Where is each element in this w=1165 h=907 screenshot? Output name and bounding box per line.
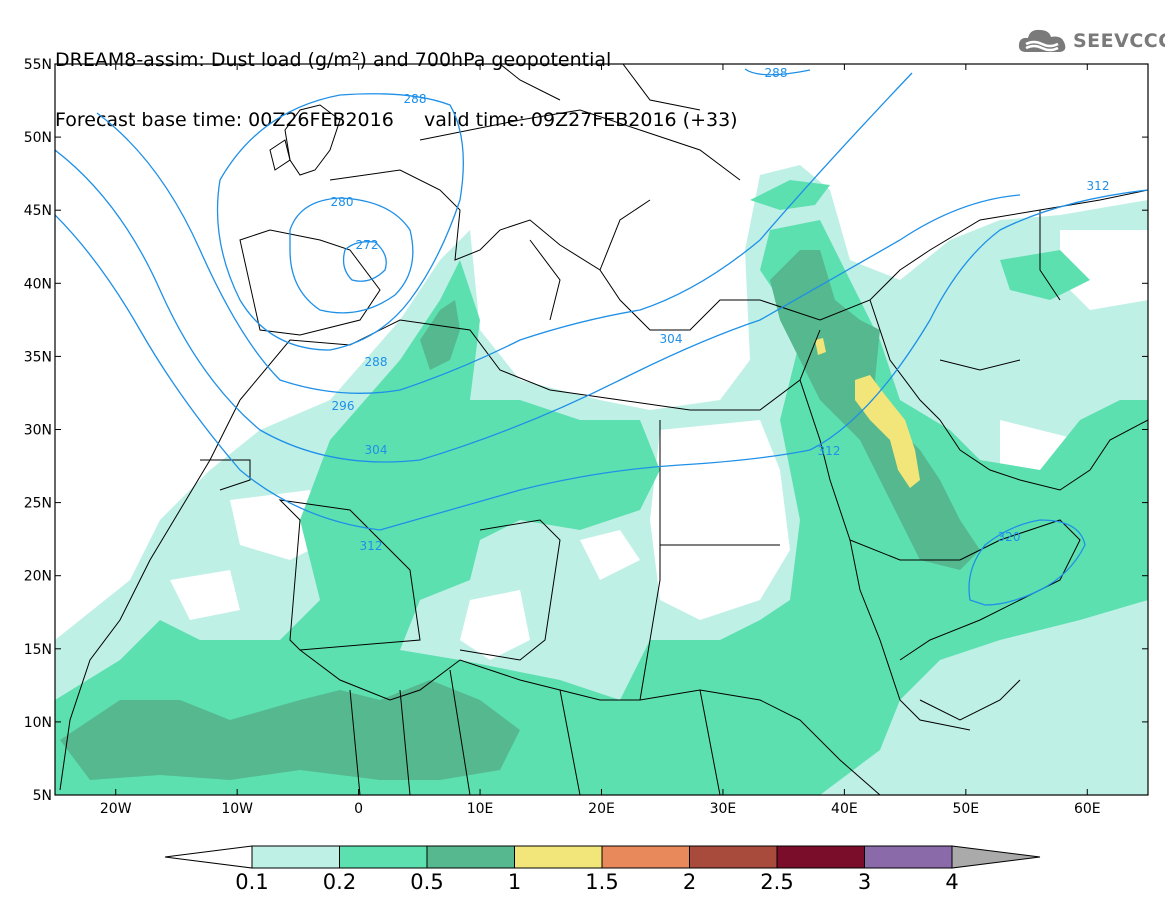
- colorbar-swatch: [776, 845, 865, 869]
- colorbar-swatch: [339, 845, 428, 869]
- colorbar-over-triangle: [951, 845, 1041, 869]
- lat-tick-label: 35N: [24, 349, 52, 365]
- lat-tick-label: 45N: [24, 203, 52, 219]
- lat-tick-label: 50N: [24, 130, 52, 146]
- longitude-labels: 20W 10W 0 10E 20E 30E 40E 50E 60E: [100, 801, 1101, 817]
- axis-ticks: [55, 63, 1148, 796]
- lat-tick-label: 5N: [33, 788, 52, 804]
- lat-tick-label: 30N: [24, 423, 52, 439]
- lon-tick-label: 20E: [588, 801, 615, 817]
- lat-tick-label: 55N: [24, 57, 52, 73]
- contour-label: 304: [660, 332, 683, 346]
- colorbar: 0.1 0.2 0.5 1 1.5 2 2.5 3 4: [164, 845, 1041, 894]
- title-line-1: DREAM8-assim: Dust load (g/m²) and 700hP…: [55, 49, 612, 71]
- lon-tick-label: 60E: [1074, 801, 1101, 817]
- contour-label: 288: [365, 355, 388, 369]
- dust-field: [55, 165, 1148, 795]
- colorbar-swatch: [514, 845, 603, 869]
- borders: [59, 64, 1148, 795]
- latitude-labels: 55N 50N 45N 40N 35N 30N 25N 20N 15N 10N 5N: [24, 57, 52, 804]
- contour-label: 280: [331, 195, 354, 209]
- colorbar-swatch: [426, 845, 515, 869]
- colorbar-label: 1: [508, 870, 521, 894]
- map-title: DREAM8-assim: Dust load (g/m²) and 700hP…: [55, 10, 738, 150]
- colorbar-label: 1.5: [585, 870, 618, 894]
- contour-label: 320: [998, 530, 1021, 544]
- colorbar-swatch: [601, 845, 690, 869]
- colorbar-label: 3: [858, 870, 871, 894]
- lon-tick-label: 40E: [831, 801, 858, 817]
- contour-label: 312: [818, 444, 841, 458]
- colorbar-label: 0.5: [410, 870, 443, 894]
- lon-tick-label: 50E: [952, 801, 979, 817]
- lon-tick-label: 20W: [100, 801, 132, 817]
- lat-tick-label: 10N: [24, 715, 52, 731]
- lat-tick-label: 40N: [24, 276, 52, 292]
- colorbar-label: 4: [945, 870, 958, 894]
- colorbar-swatch: [251, 845, 340, 869]
- colorbar-swatch: [864, 845, 953, 869]
- colorbar-label: 2: [683, 870, 696, 894]
- contour-label: 288: [404, 92, 427, 106]
- logo-text: SEEVCCC: [1073, 30, 1165, 52]
- contour-label: 288: [765, 66, 788, 80]
- cloud-icon: [1018, 29, 1066, 52]
- lon-tick-label: 10W: [221, 801, 253, 817]
- lon-tick-label: 30E: [710, 801, 737, 817]
- colorbar-label: 2.5: [760, 870, 793, 894]
- contour-label: 296: [332, 399, 355, 413]
- contour-labels: 288 288 280 272 288 296 304 304 312 312 …: [331, 66, 1110, 553]
- seevccc-logo: SEEVCCC: [1018, 26, 1165, 56]
- lat-tick-label: 20N: [24, 569, 52, 585]
- colorbar-swatch: [689, 845, 778, 869]
- title-line-2: Forecast base time: 00Z26FEB2016 valid t…: [55, 109, 738, 131]
- colorbar-under-triangle: [164, 845, 253, 869]
- geopotential-contours: [55, 68, 1148, 606]
- dust-band-1: [815, 338, 920, 488]
- lon-tick-label: 10E: [467, 801, 494, 817]
- lat-tick-label: 25N: [24, 496, 52, 512]
- contour-label: 304: [365, 443, 388, 457]
- colorbar-label: 0.2: [323, 870, 356, 894]
- contour-label: 272: [356, 238, 379, 252]
- lat-tick-label: 15N: [24, 642, 52, 658]
- lon-tick-label: 0: [354, 801, 363, 817]
- colorbar-label: 0.1: [235, 870, 268, 894]
- contour-label: 312: [360, 539, 383, 553]
- contour-label: 312: [1087, 179, 1110, 193]
